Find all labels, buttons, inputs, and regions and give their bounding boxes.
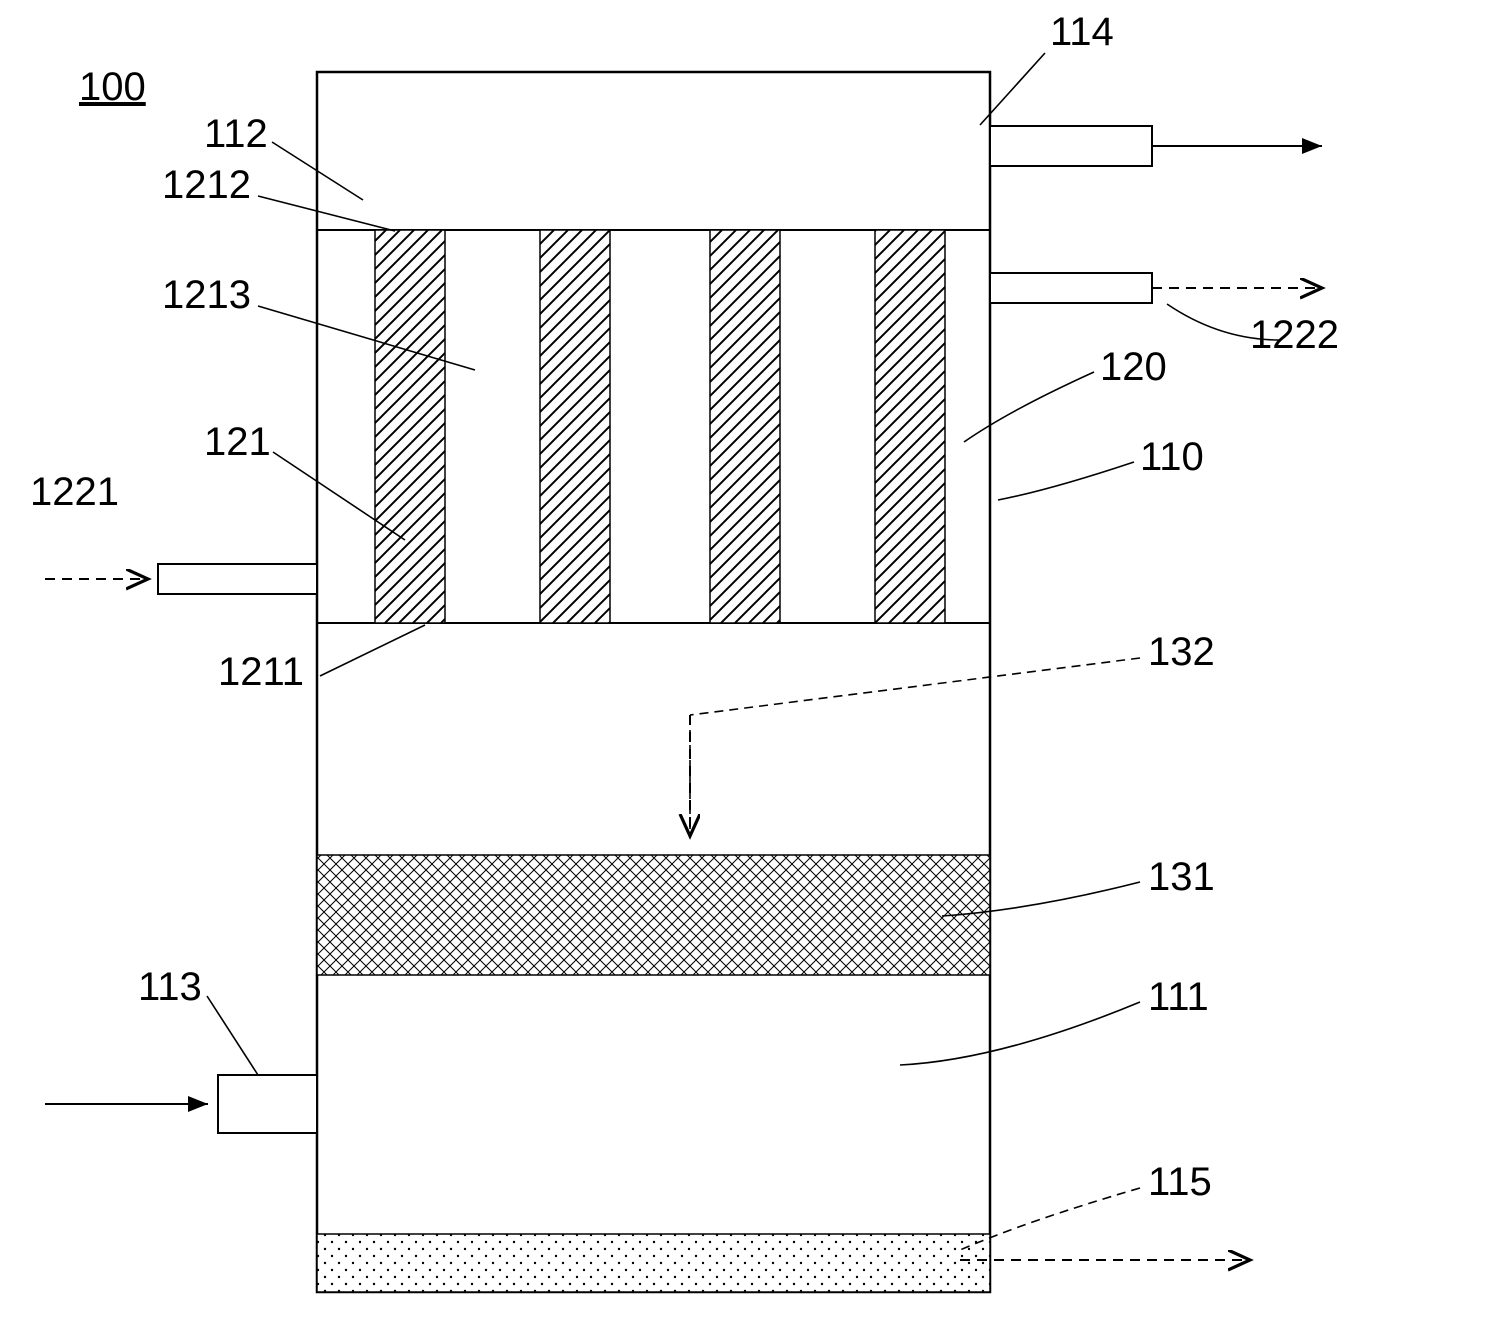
hatched-column-1 (540, 230, 610, 623)
pipe-mid_left (158, 564, 317, 594)
leader-120 (964, 372, 1094, 442)
label-132: 132 (1148, 630, 1215, 674)
label-113: 113 (138, 965, 202, 1009)
label-111: 111 (1148, 975, 1209, 1019)
hatched-column-3 (875, 230, 945, 623)
label-131: 131 (1148, 855, 1215, 899)
label-110: 110 (1140, 435, 1204, 479)
label-120: 120 (1100, 345, 1167, 389)
label-1211: 1211 (218, 650, 304, 694)
leader-1212 (258, 196, 395, 231)
label-100: 100 (79, 65, 146, 109)
hatched-column-2 (710, 230, 780, 623)
leader-111 (900, 1002, 1140, 1065)
pipe-top_right (990, 126, 1152, 166)
label-121: 121 (204, 420, 271, 464)
leader-110 (998, 462, 1134, 500)
pipe-lower_left (218, 1075, 317, 1133)
label-1222: 1222 (1250, 313, 1339, 357)
leader-132 (690, 658, 1140, 715)
crosshatch-layer-131 (317, 855, 990, 975)
pipe-upper_right (990, 273, 1152, 303)
label-115: 115 (1148, 1160, 1212, 1204)
label-114: 114 (1050, 10, 1114, 54)
label-112: 112 (204, 112, 268, 156)
leader-1211 (320, 625, 425, 676)
diagram-canvas: 100 110 111 112 113 114 115 120 121 131 132 1211 121… (0, 0, 1491, 1337)
leader-113 (207, 996, 258, 1075)
label-1213: 1213 (162, 273, 251, 317)
diagram-svg: 100 110 111 112 113 114 115 120 121 131 132 1211 121… (0, 0, 1491, 1337)
label-1212: 1212 (162, 163, 251, 207)
hatched-column-0 (375, 230, 445, 623)
label-1221: 1221 (30, 470, 119, 514)
dot-layer-115 (317, 1234, 990, 1292)
